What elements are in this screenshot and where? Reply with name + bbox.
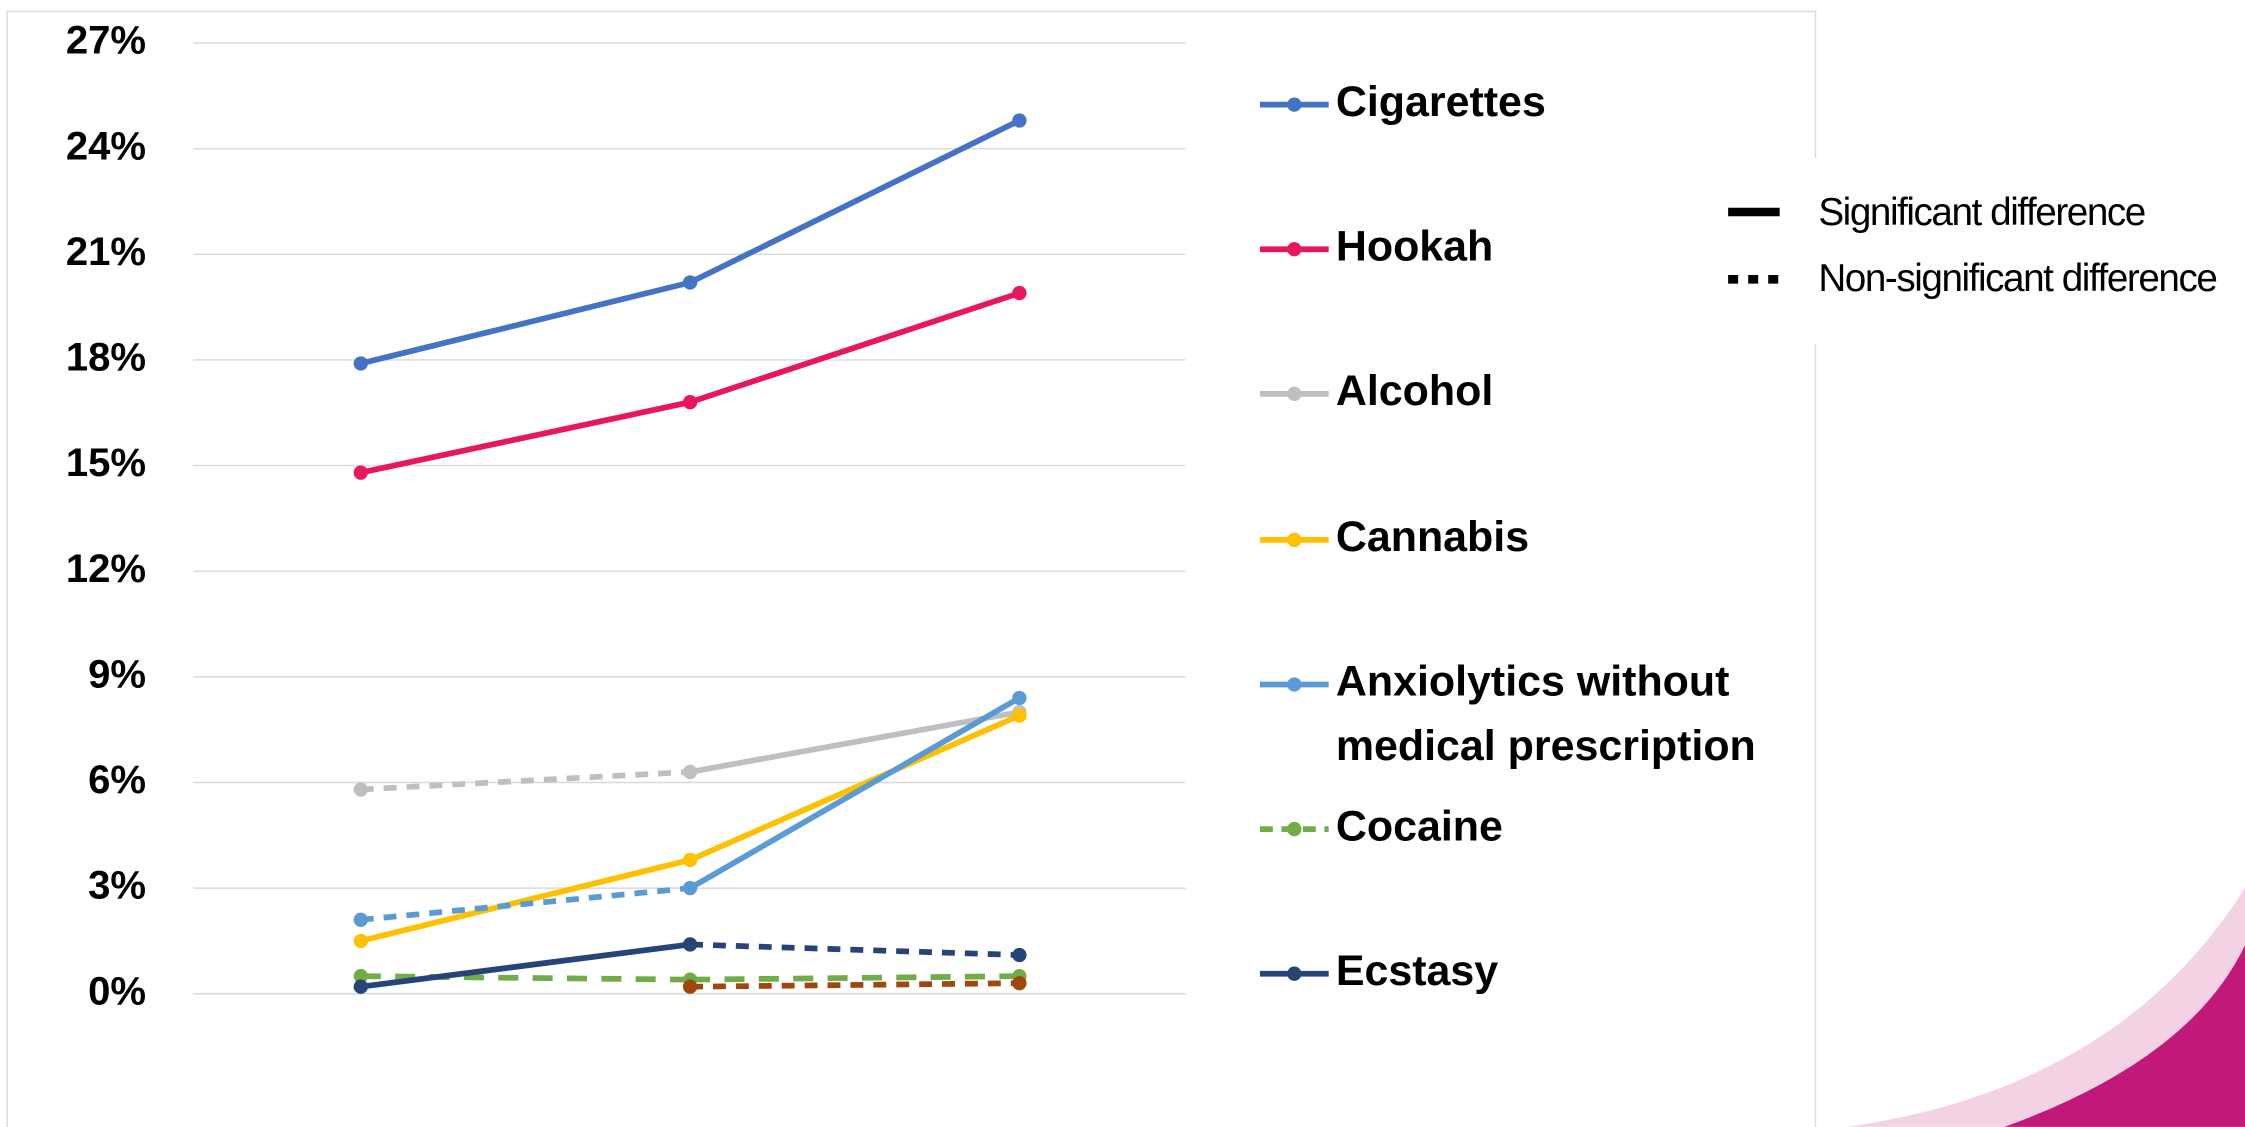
line-segment [360, 279, 691, 367]
legend-label: Cigarettes [1336, 78, 1546, 126]
y-tick-label: 21% [66, 230, 146, 274]
y-tick-label: 15% [66, 441, 146, 485]
point [353, 356, 368, 371]
y-tick-label: 3% [88, 864, 146, 908]
chart-frame [6, 10, 1817, 1127]
decoration [2004, 945, 2245, 1127]
legend-line-text: Anxiolytics without [1336, 658, 1730, 706]
legend-label: Ecstasy [1336, 947, 1498, 995]
y-tick-label: 12% [66, 547, 146, 591]
line-segment [690, 941, 1020, 958]
point [682, 979, 698, 994]
legend-label: Alcohol [1336, 367, 1493, 415]
line-segment [360, 857, 691, 944]
point [1012, 708, 1027, 723]
y-tick-label: 6% [88, 758, 146, 802]
y-tick-label: 27% [66, 19, 146, 63]
point [682, 852, 698, 868]
legend-marker [1287, 97, 1302, 112]
point [682, 880, 698, 896]
y-tick-label: 9% [88, 652, 146, 696]
point [1012, 285, 1027, 301]
point [353, 933, 368, 949]
legend-marker [1287, 532, 1302, 548]
line-segment [688, 117, 1021, 286]
y-tick-label: 0% [88, 969, 146, 1013]
legend-label: Anxiolytics without medical prescription [1336, 658, 1756, 770]
point [682, 764, 698, 780]
line-segment [688, 695, 1021, 891]
point [353, 968, 368, 984]
legend-label: Cocaine [1336, 802, 1503, 850]
point [353, 979, 368, 994]
legend-marker [1287, 386, 1302, 401]
point [682, 275, 698, 290]
line-segment [689, 290, 1021, 405]
line-segment [360, 941, 691, 990]
significance-label: Non-significant difference [1818, 257, 2216, 300]
legend-marker [1287, 242, 1302, 257]
point [1012, 113, 1027, 128]
point [353, 912, 368, 927]
legend-label: Hookah [1336, 223, 1493, 271]
point [682, 395, 698, 410]
point [1012, 947, 1027, 963]
point [353, 465, 368, 480]
line-segment [360, 769, 691, 793]
y-tick-label: 18% [66, 336, 146, 380]
y-tick-label: 24% [66, 124, 146, 168]
legend-label: Cannabis [1336, 513, 1529, 561]
legend-marker [1287, 821, 1302, 837]
legend-marker [1287, 966, 1302, 981]
line-segment [688, 712, 1021, 863]
legend-line-text: medical prescription [1336, 722, 1756, 770]
significance-box [1696, 157, 2245, 344]
point [353, 782, 368, 797]
point [682, 937, 698, 952]
point [1012, 976, 1027, 991]
line-segment [360, 885, 691, 923]
line-segment [360, 399, 691, 476]
significance-label: Significant difference [1818, 191, 2145, 234]
point [1012, 690, 1027, 706]
legend-marker [1287, 677, 1302, 692]
line-segment [690, 980, 1020, 990]
line-segment [689, 709, 1020, 775]
